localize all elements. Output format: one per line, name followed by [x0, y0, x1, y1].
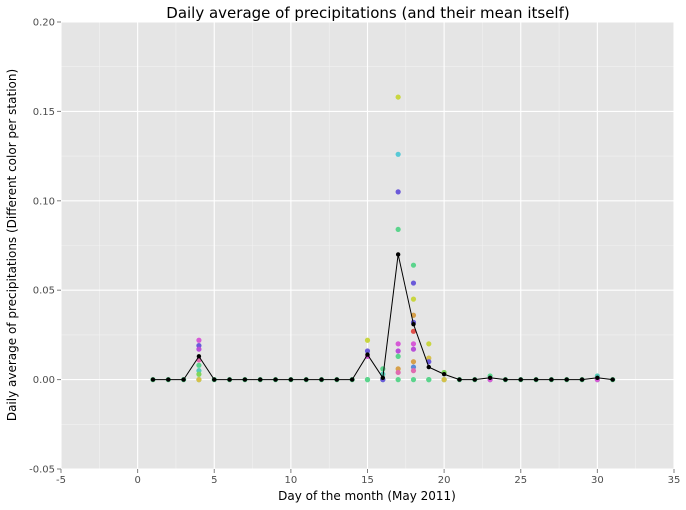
station-point — [395, 151, 401, 157]
station-point — [395, 369, 401, 376]
x-tick-label: 35 — [668, 475, 681, 486]
station-point — [196, 337, 202, 343]
station-point — [410, 359, 417, 365]
mean-point — [334, 377, 340, 382]
mean-point — [441, 372, 447, 377]
y-axis-label: Daily average of precipitations (Differe… — [5, 69, 19, 421]
mean-point — [395, 252, 401, 257]
station-point — [196, 343, 202, 349]
mean-point — [503, 377, 508, 382]
station-point — [410, 341, 417, 347]
station-point — [410, 328, 417, 334]
mean-point — [288, 377, 294, 382]
mean-point — [150, 377, 156, 382]
station-point — [426, 355, 432, 361]
mean-point — [564, 377, 569, 382]
mean-point — [227, 377, 232, 382]
chart-title: Daily average of precipitations (and the… — [166, 4, 569, 22]
x-tick-label: 15 — [361, 475, 374, 486]
y-tick-label: 0.15 — [33, 107, 55, 118]
mean-series — [150, 252, 615, 382]
station-point — [410, 364, 417, 370]
station-point — [395, 341, 401, 347]
mean-point — [487, 375, 493, 381]
mean-point — [411, 321, 416, 327]
station-point — [196, 371, 202, 377]
x-axis-label: Day of the month (May 2011) — [278, 489, 456, 503]
mean-point — [457, 377, 462, 382]
mean-point — [533, 377, 539, 382]
station-point — [410, 346, 417, 352]
station-point — [395, 94, 401, 100]
mean-point — [518, 377, 523, 382]
mean-point — [304, 377, 309, 382]
station-point — [196, 362, 202, 368]
y-tick-label: -0.05 — [29, 465, 55, 476]
station-point — [364, 377, 371, 383]
x-tick-label: 0 — [134, 475, 140, 486]
station-point — [395, 348, 401, 354]
mean-point — [549, 377, 554, 382]
station-point — [426, 377, 432, 383]
axes: -5 0 5 10 15 20 25 30 35 -0.05 0.00 0.05 0.10 0.15 0.2… — [29, 18, 680, 487]
mean-point — [273, 377, 278, 382]
x-tick-label: 20 — [438, 475, 451, 486]
mean-point — [196, 354, 202, 359]
mean-point — [365, 352, 370, 357]
station-point — [410, 280, 417, 286]
station-point — [410, 368, 417, 374]
mean-point — [426, 364, 431, 370]
mean-point — [380, 375, 386, 381]
y-tick-label: 0.20 — [33, 18, 55, 29]
mean-point — [181, 377, 186, 382]
mean-point — [166, 377, 171, 382]
x-tick-label: -5 — [56, 475, 66, 486]
station-point — [364, 348, 371, 354]
x-tick-label: 10 — [285, 475, 298, 486]
x-tick-label: 25 — [514, 475, 527, 486]
station-point — [196, 346, 202, 352]
mean-point — [258, 377, 263, 382]
station-point — [426, 341, 432, 347]
mean-point — [212, 377, 217, 382]
station-point — [364, 337, 371, 343]
mean-point — [595, 375, 600, 381]
mean-point — [242, 377, 248, 382]
station-point — [395, 377, 401, 383]
station-point — [395, 226, 401, 233]
y-tick-label: 0.10 — [33, 196, 55, 207]
station-point — [410, 296, 417, 302]
mean-point — [610, 377, 615, 382]
mean-point — [579, 377, 585, 382]
mean-point — [349, 377, 355, 382]
station-point — [410, 377, 417, 383]
station-point — [441, 377, 447, 383]
y-tick-label: 0.05 — [33, 286, 55, 297]
x-tick-label: 5 — [211, 475, 217, 486]
station-point — [395, 189, 401, 195]
station-point — [196, 368, 202, 374]
y-tick-label: 0.00 — [33, 375, 55, 386]
station-point — [410, 262, 417, 268]
x-tick-label: 30 — [591, 475, 604, 486]
station-point — [395, 353, 401, 359]
station-point — [196, 377, 202, 383]
mean-point — [472, 377, 477, 382]
station-point — [395, 366, 401, 372]
mean-point — [319, 377, 324, 382]
